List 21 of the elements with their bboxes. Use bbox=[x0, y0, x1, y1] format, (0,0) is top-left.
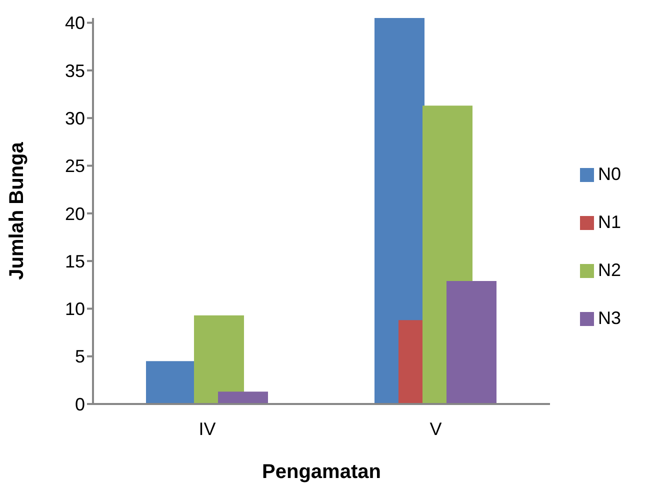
y-tick-label: 15 bbox=[64, 251, 85, 272]
x-tick-label: V bbox=[430, 418, 442, 439]
y-axis-title: Jumlah Bunga bbox=[6, 141, 28, 280]
y-tick-label: 40 bbox=[64, 13, 85, 34]
bar bbox=[446, 281, 496, 404]
y-tick-label: 30 bbox=[64, 108, 85, 128]
x-tick-label: IV bbox=[198, 418, 216, 439]
bar bbox=[146, 361, 196, 404]
y-tick-label: 10 bbox=[64, 299, 85, 320]
legend-label: N1 bbox=[598, 212, 621, 232]
y-tick-label: 5 bbox=[74, 346, 85, 367]
y-tick-label: 20 bbox=[64, 204, 85, 224]
y-tick-label: 25 bbox=[64, 156, 85, 176]
bar bbox=[194, 315, 244, 404]
legend-label: N3 bbox=[598, 308, 621, 328]
legend-label: N2 bbox=[598, 260, 621, 280]
y-tick-label: 35 bbox=[64, 60, 85, 81]
bar bbox=[218, 392, 268, 404]
y-tick-label: 0 bbox=[74, 394, 85, 414]
x-axis-title: Pengamatan bbox=[262, 461, 381, 483]
legend-label: N0 bbox=[598, 164, 621, 184]
